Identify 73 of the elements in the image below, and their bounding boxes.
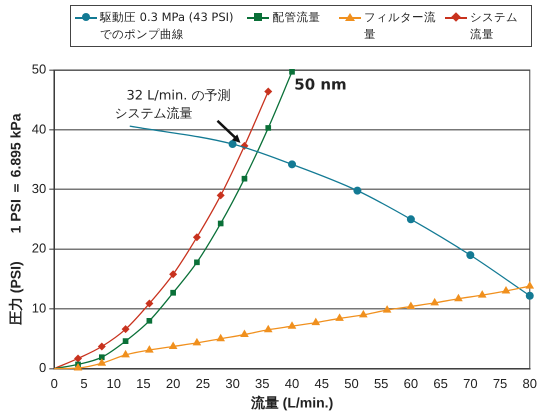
point (335, 313, 344, 321)
point (98, 342, 106, 351)
point (192, 233, 201, 242)
point (121, 350, 130, 358)
x-tick-label: 35 (255, 376, 270, 391)
point (74, 354, 82, 362)
point (264, 88, 272, 96)
legend-label: システム流量 (470, 9, 519, 43)
x-axis-title: 流量 (L/min.) (250, 394, 334, 410)
point (359, 310, 368, 318)
point (242, 176, 248, 182)
point (228, 140, 237, 148)
point (216, 191, 225, 200)
x-tick-label: 5 (80, 376, 88, 391)
x-tick-label: 0 (50, 376, 58, 391)
y-tick-label: 40 (32, 121, 46, 136)
point (145, 345, 154, 353)
legend-label: フィルター流量 (364, 9, 438, 43)
point (264, 324, 273, 332)
x-tick-label: 40 (284, 376, 300, 391)
x-tick-label: 10 (106, 376, 121, 391)
point (145, 300, 154, 308)
point (194, 259, 200, 266)
x-tick-label: 45 (314, 376, 329, 391)
point (168, 342, 178, 350)
point (466, 251, 474, 260)
y-axis-title: 圧力 (PSI) 1 PSI ＝ 6.895 kPa (7, 113, 24, 326)
point (122, 338, 128, 344)
x-tick-label: 55 (374, 376, 388, 391)
x-tick-label: 15 (136, 376, 151, 391)
annotation: 50 nm (294, 75, 347, 94)
point (288, 160, 296, 168)
point (146, 318, 152, 324)
x-tick-label: 70 (463, 376, 478, 391)
x-tick-label: 30 (225, 376, 240, 391)
y-tick-label: 0 (39, 360, 46, 376)
x-tick-label: 50 (344, 376, 359, 391)
point (289, 68, 295, 75)
point (97, 358, 106, 366)
point (170, 290, 176, 296)
point (454, 294, 463, 302)
legend-label: 駆動圧 0.3 MPa (43 PSI) でのポンプ曲線 (100, 9, 235, 43)
x-tick-label: 80 (522, 376, 538, 391)
x-tick-label: 75 (492, 376, 508, 391)
point (478, 290, 487, 298)
point (288, 321, 296, 329)
point (240, 330, 249, 338)
x-tick-label: 65 (433, 376, 448, 391)
point (265, 125, 272, 131)
point (192, 338, 202, 346)
point (526, 292, 534, 300)
y-tick-label: 30 (32, 181, 46, 196)
y-tick-label: 10 (32, 300, 46, 316)
point (406, 301, 416, 309)
point (406, 215, 415, 224)
point (382, 305, 392, 313)
y-tick-label: 50 (32, 62, 46, 77)
point (311, 318, 320, 326)
x-tick-label: 25 (196, 376, 210, 391)
annotation: 32 L/min. の予測システム流量 (114, 88, 231, 122)
point (122, 325, 130, 334)
legend-label: 配管流量 (272, 9, 320, 26)
point (525, 281, 534, 289)
point (216, 334, 226, 342)
point (74, 363, 82, 371)
y-tick-label: 20 (32, 240, 46, 256)
point (353, 186, 362, 195)
point (218, 220, 224, 226)
point (430, 298, 439, 306)
point (502, 286, 510, 294)
x-tick-label: 20 (166, 376, 180, 391)
point (169, 270, 178, 278)
x-tick-label: 60 (404, 376, 418, 391)
